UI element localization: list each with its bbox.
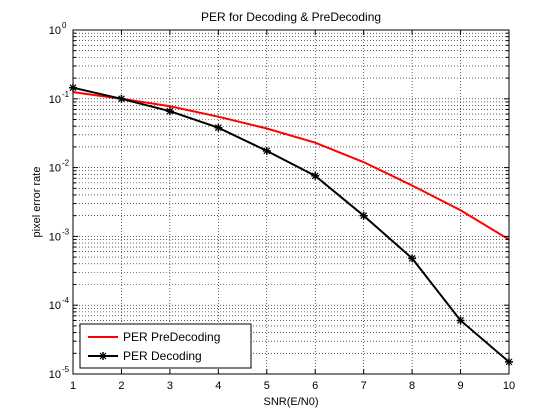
x-tick-label: 10 bbox=[503, 380, 515, 392]
data-point-per-decoding bbox=[456, 316, 465, 325]
legend-marker-per-decoding bbox=[99, 352, 107, 360]
x-tick-label: 5 bbox=[264, 380, 270, 392]
star-marker bbox=[166, 107, 174, 115]
star-marker bbox=[311, 172, 319, 180]
plot-area bbox=[73, 30, 509, 374]
y-tick-exponent: 0 bbox=[62, 21, 67, 30]
star-marker bbox=[408, 254, 416, 262]
series-layer bbox=[69, 83, 513, 366]
y-tick-label: 10 bbox=[49, 300, 61, 312]
x-axis-label: SNR(E/N0) bbox=[263, 396, 318, 408]
plot-frame bbox=[72, 29, 510, 375]
data-point-per-decoding bbox=[214, 123, 223, 132]
legend-label-per-decoding: PER Decoding bbox=[123, 349, 202, 363]
data-point-per-decoding bbox=[408, 254, 417, 263]
data-point-per-decoding bbox=[359, 211, 368, 220]
y-tick-exponent: -2 bbox=[62, 159, 70, 168]
x-tick-label: 1 bbox=[70, 380, 76, 392]
data-point-per-decoding bbox=[165, 107, 174, 116]
y-tick-label: 10 bbox=[49, 94, 61, 106]
chart-title: PER for Decoding & PreDecoding bbox=[201, 10, 381, 24]
y-tick-label: 10 bbox=[49, 25, 61, 37]
star-marker bbox=[263, 147, 271, 155]
star-marker bbox=[360, 212, 368, 220]
series-per-predecoding bbox=[72, 91, 510, 241]
x-tick-label: 8 bbox=[409, 380, 415, 392]
y-axis-label: pixel error rate bbox=[31, 167, 43, 238]
star-marker bbox=[99, 352, 107, 360]
x-tick-label: 9 bbox=[457, 380, 463, 392]
series-line-per-decoding bbox=[72, 86, 510, 363]
star-marker bbox=[457, 317, 464, 324]
data-point-per-decoding bbox=[117, 94, 126, 103]
x-tick-label: 4 bbox=[215, 380, 221, 392]
y-tick-exponent: -5 bbox=[62, 365, 70, 374]
y-tick-exponent: -1 bbox=[62, 90, 70, 99]
legend-label-per-predecoding: PER PreDecoding bbox=[123, 330, 220, 344]
y-tick-label: 10 bbox=[49, 369, 61, 381]
star-marker bbox=[214, 124, 222, 132]
y-tick-label: 10 bbox=[49, 231, 61, 243]
data-point-per-decoding bbox=[311, 171, 320, 180]
y-tick-exponent: -4 bbox=[62, 296, 70, 305]
star-marker bbox=[118, 95, 125, 103]
legend-box bbox=[79, 323, 252, 369]
series-line-per-predecoding bbox=[72, 91, 510, 241]
y-tick-label: 10 bbox=[49, 163, 61, 175]
x-tick-label: 6 bbox=[312, 380, 318, 392]
data-point-per-decoding bbox=[262, 146, 271, 155]
x-tick-label: 2 bbox=[118, 380, 124, 392]
legend: PER PreDecoding PER Decoding bbox=[79, 323, 252, 369]
x-tick-label: 3 bbox=[167, 380, 173, 392]
x-tick-label: 7 bbox=[361, 380, 367, 392]
y-tick-exponent: -3 bbox=[62, 227, 70, 236]
